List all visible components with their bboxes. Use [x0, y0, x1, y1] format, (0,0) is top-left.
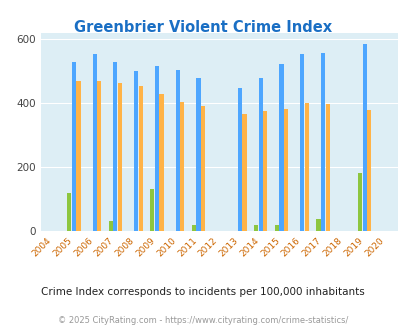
Text: Greenbrier Violent Crime Index: Greenbrier Violent Crime Index [74, 20, 331, 35]
Bar [113, 62, 117, 231]
Bar [274, 225, 278, 231]
Bar [76, 81, 80, 231]
Bar [284, 109, 288, 231]
Bar [159, 94, 163, 231]
Bar [67, 193, 71, 231]
Bar [299, 54, 304, 231]
Bar [254, 225, 258, 231]
Bar [357, 173, 361, 231]
Bar [154, 66, 159, 231]
Bar [191, 225, 196, 231]
Bar [180, 102, 184, 231]
Bar [366, 110, 371, 231]
Bar [175, 70, 179, 231]
Bar [150, 189, 154, 231]
Text: © 2025 CityRating.com - https://www.cityrating.com/crime-statistics/: © 2025 CityRating.com - https://www.city… [58, 315, 347, 325]
Bar [362, 44, 366, 231]
Bar [92, 54, 96, 231]
Bar [117, 82, 122, 231]
Bar [138, 86, 143, 231]
Bar [200, 107, 205, 231]
Bar [258, 78, 262, 231]
Text: Crime Index corresponds to incidents per 100,000 inhabitants: Crime Index corresponds to incidents per… [41, 287, 364, 297]
Bar [262, 111, 267, 231]
Bar [304, 103, 308, 231]
Bar [325, 104, 329, 231]
Bar [196, 78, 200, 231]
Bar [237, 88, 241, 231]
Bar [279, 64, 283, 231]
Bar [320, 53, 324, 231]
Bar [109, 221, 113, 231]
Bar [72, 62, 76, 231]
Bar [97, 81, 101, 231]
Bar [242, 115, 246, 231]
Bar [134, 71, 138, 231]
Bar [315, 219, 320, 231]
